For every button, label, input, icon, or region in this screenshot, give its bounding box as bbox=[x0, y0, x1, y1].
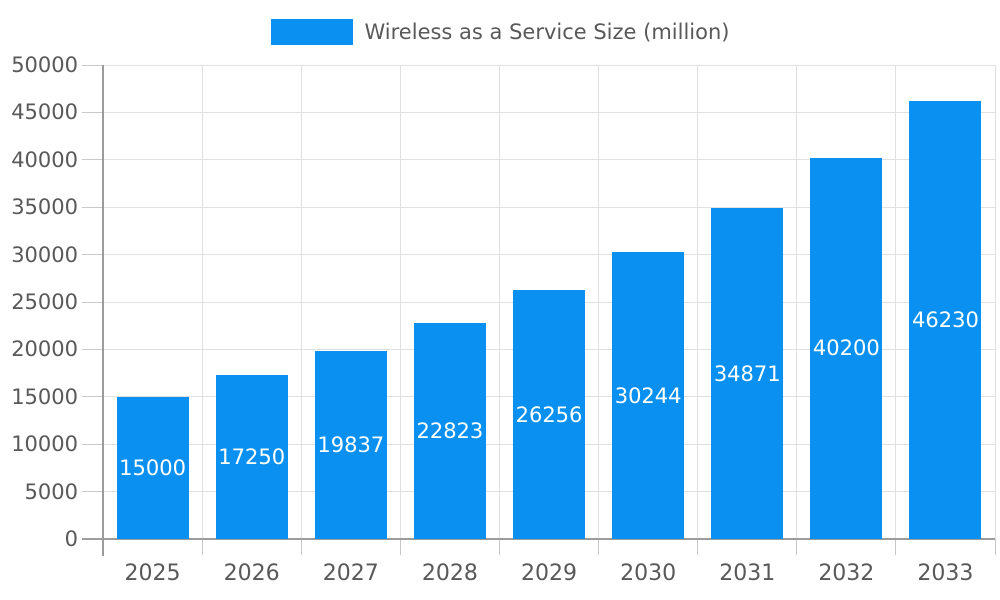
x-tick-label: 2031 bbox=[719, 561, 776, 586]
bar bbox=[909, 100, 982, 539]
y-tick-mark bbox=[82, 348, 103, 350]
x-tick-label: 2032 bbox=[818, 561, 875, 586]
y-tick-mark bbox=[82, 159, 103, 161]
y-tick-mark bbox=[82, 254, 103, 256]
y-tick-label: 20000 bbox=[11, 337, 78, 362]
y-tick-label: 40000 bbox=[11, 147, 78, 172]
bar bbox=[215, 375, 288, 539]
x-tick-label: 2026 bbox=[223, 561, 280, 586]
y-tick-label: 30000 bbox=[11, 242, 78, 267]
x-tick-label: 2033 bbox=[917, 561, 974, 586]
bar-value-label: 40200 bbox=[812, 336, 880, 361]
bar bbox=[513, 290, 585, 539]
x-tick-mark bbox=[796, 539, 798, 555]
x-gridline bbox=[598, 65, 600, 539]
x-tick-mark bbox=[300, 539, 302, 555]
x-tick-label: 2028 bbox=[421, 561, 478, 586]
bar-value-label: 19837 bbox=[317, 432, 385, 457]
legend: Wireless as a Service Size (million) bbox=[0, 16, 1000, 48]
x-gridline bbox=[498, 65, 500, 539]
x-tick-label: 2029 bbox=[520, 561, 577, 586]
bar bbox=[612, 252, 685, 539]
x-gridline bbox=[300, 65, 302, 539]
bar-value-label: 34871 bbox=[713, 361, 781, 386]
y-tick-mark bbox=[82, 301, 103, 303]
x-tick-label: 2030 bbox=[620, 561, 677, 586]
y-gridline bbox=[103, 206, 995, 208]
x-tick-mark bbox=[498, 539, 500, 555]
y-axis-line bbox=[102, 65, 104, 556]
bar bbox=[413, 322, 486, 539]
y-gridline bbox=[103, 159, 995, 161]
x-gridline bbox=[201, 65, 203, 539]
bar-value-label: 15000 bbox=[119, 455, 186, 480]
y-tick-mark bbox=[82, 443, 103, 445]
y-tick-label: 5000 bbox=[24, 479, 78, 504]
legend-label: Wireless as a Service Size (million) bbox=[364, 20, 730, 44]
bar bbox=[711, 208, 784, 539]
x-gridline bbox=[697, 65, 699, 539]
legend-swatch bbox=[270, 19, 353, 45]
x-tick-mark bbox=[895, 539, 897, 555]
x-tick-label: 2027 bbox=[322, 561, 379, 586]
x-tick-mark bbox=[697, 539, 699, 555]
y-gridline bbox=[103, 254, 995, 256]
y-tick-label: 25000 bbox=[11, 290, 78, 314]
bar-value-label: 46230 bbox=[912, 307, 979, 332]
bar-value-label: 30244 bbox=[614, 383, 682, 408]
x-tick-mark bbox=[994, 539, 996, 555]
x-tick-mark bbox=[201, 539, 203, 555]
x-tick-label: 2025 bbox=[124, 561, 181, 586]
y-tick-label: 0 bbox=[64, 527, 78, 551]
y-tick-label: 45000 bbox=[11, 100, 78, 125]
x-axis-line bbox=[82, 538, 995, 540]
y-tick-mark bbox=[82, 64, 103, 66]
bar-value-label: 26256 bbox=[515, 402, 583, 427]
y-tick-label: 15000 bbox=[11, 384, 78, 409]
y-gridline bbox=[103, 111, 995, 113]
y-tick-label: 10000 bbox=[11, 432, 78, 457]
x-tick-mark bbox=[399, 539, 401, 555]
bar-value-label: 22823 bbox=[416, 418, 484, 443]
x-gridline bbox=[895, 65, 897, 539]
bar-value-label: 17250 bbox=[218, 445, 286, 470]
bar bbox=[314, 350, 387, 539]
y-tick-label: 50000 bbox=[11, 53, 78, 77]
x-gridline bbox=[399, 65, 401, 539]
y-tick-mark bbox=[82, 396, 103, 398]
x-gridline bbox=[994, 65, 996, 539]
y-tick-mark bbox=[82, 111, 103, 113]
y-tick-label: 35000 bbox=[11, 195, 78, 220]
bar bbox=[116, 396, 189, 539]
y-gridline bbox=[103, 64, 995, 66]
x-gridline bbox=[796, 65, 798, 539]
y-tick-mark bbox=[82, 491, 103, 493]
y-tick-mark bbox=[82, 206, 103, 208]
x-tick-mark bbox=[598, 539, 600, 555]
bar bbox=[810, 157, 883, 539]
